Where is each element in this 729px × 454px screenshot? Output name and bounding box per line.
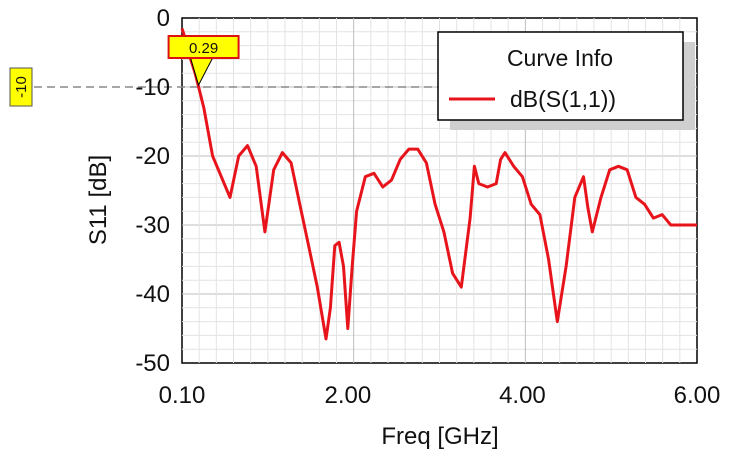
- x-tick-labels: 0.10 2.00 4.00 6.00: [159, 382, 721, 409]
- ref-label-text: -10: [13, 76, 30, 98]
- y-axis-title: S11 [dB]: [85, 155, 112, 245]
- y-tick-label: 0: [157, 5, 170, 32]
- legend: Curve Info dB(S(1,1)): [437, 31, 695, 130]
- legend-box: [437, 31, 684, 121]
- y-tick-label: -50: [135, 350, 170, 377]
- marker-box: [167, 35, 240, 59]
- series-group: [180, 27, 697, 341]
- y-tick-labels: 0 -10 -20 -30 -40 -50: [135, 5, 170, 377]
- y-tick-label: -30: [135, 212, 170, 239]
- x-tick-label: 0.10: [159, 382, 206, 409]
- x-tick-label: 2.00: [324, 382, 371, 409]
- marker-label: 0.29: [189, 40, 218, 57]
- x-tick-label: 6.00: [674, 382, 721, 409]
- series-line-0: [180, 27, 697, 341]
- y-tick-label: -40: [135, 281, 170, 308]
- ref-label-box: [9, 67, 33, 107]
- marker-0.29: 0.29: [167, 35, 240, 87]
- legend-title: Curve Info: [507, 45, 613, 71]
- y-tick-label: -10: [135, 74, 170, 101]
- x-axis-title: Freq [GHz]: [381, 423, 498, 450]
- legend-entry-label: dB(S(1,1)): [510, 86, 616, 112]
- x-tick-label: 4.00: [499, 382, 546, 409]
- reference-line-label: -10: [9, 67, 33, 107]
- y-tick-label: -20: [135, 143, 170, 170]
